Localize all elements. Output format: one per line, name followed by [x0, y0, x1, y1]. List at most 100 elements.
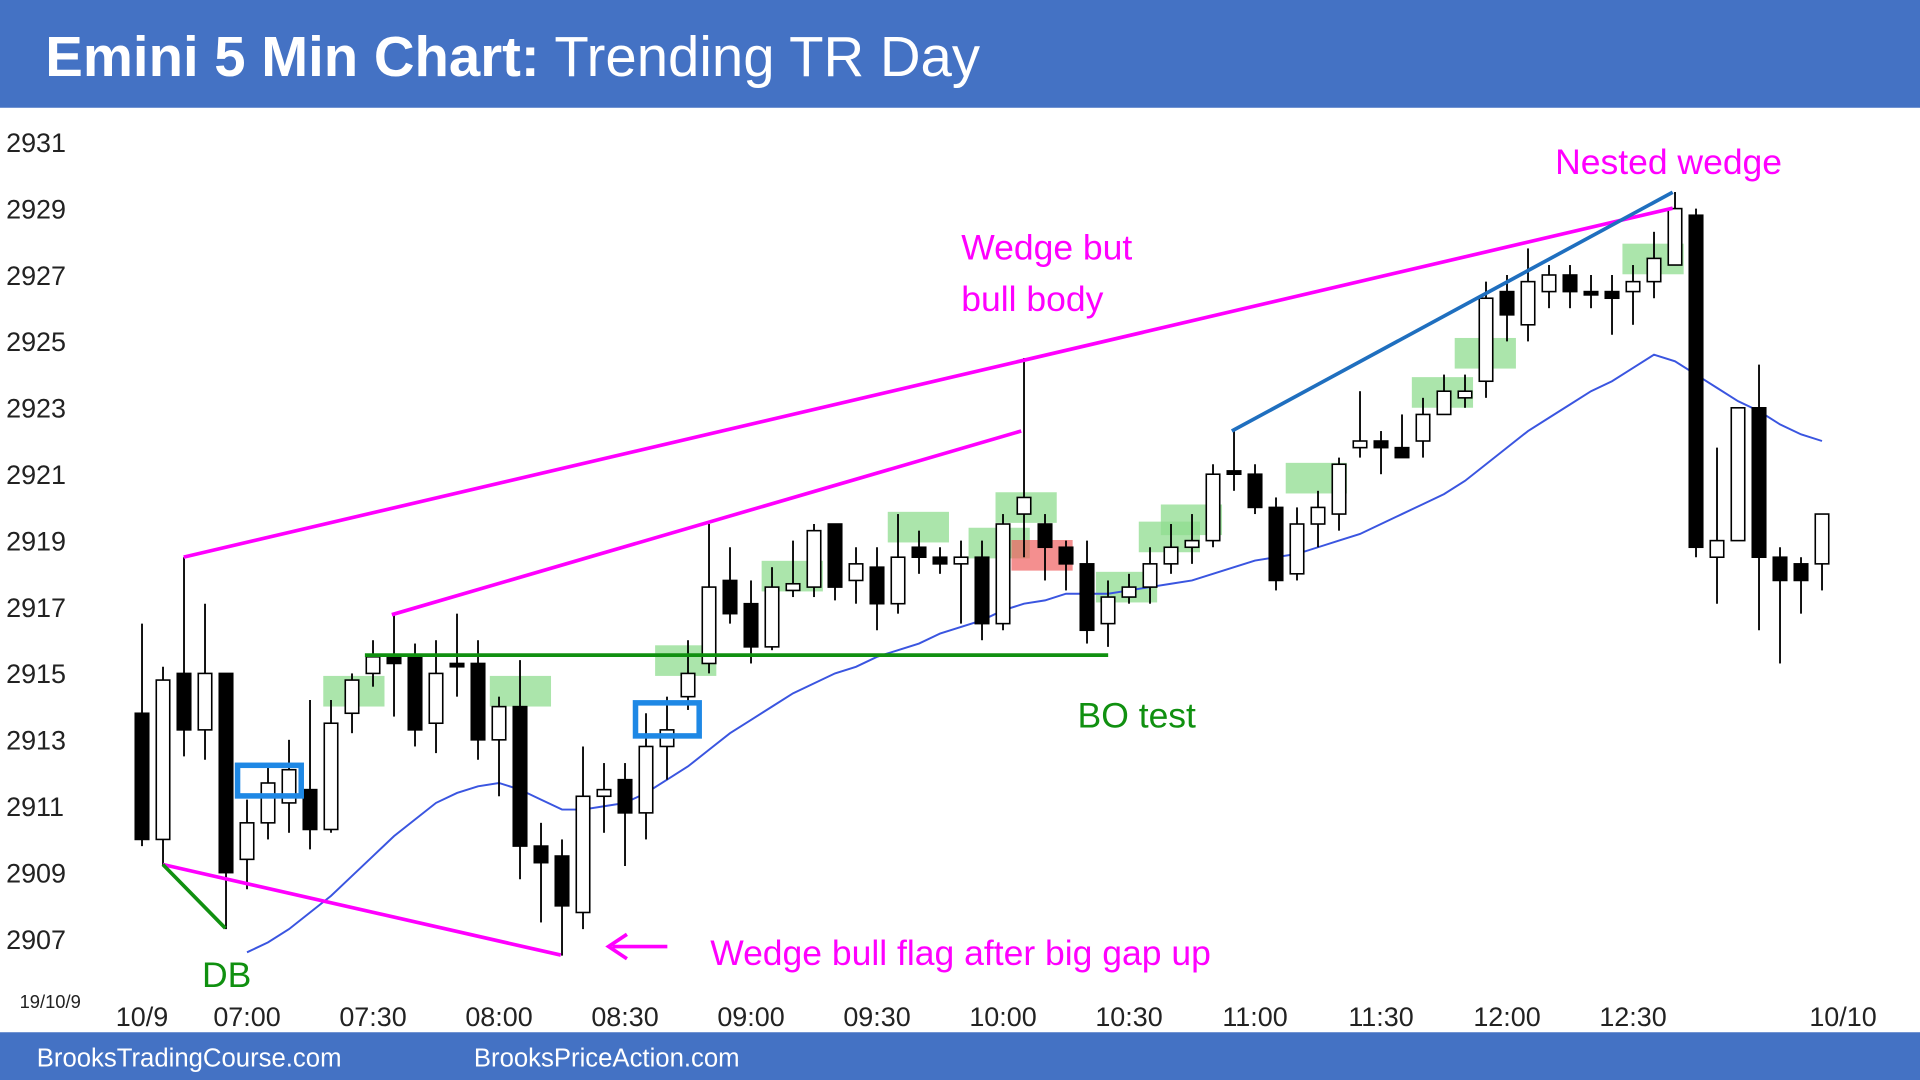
x-tick-label: 09:30 [843, 1002, 910, 1032]
candle-body [1037, 523, 1053, 549]
wedge-line [391, 429, 1022, 617]
candle-body [1499, 290, 1515, 316]
candle-body [1688, 214, 1704, 549]
x-tick-label: 07:00 [213, 1002, 280, 1032]
y-tick-label: 2915 [6, 659, 66, 689]
candle-body [575, 795, 591, 914]
candle-body [533, 845, 549, 864]
entry-box [234, 762, 304, 799]
candle-body [680, 672, 696, 698]
candle-body [1667, 207, 1683, 266]
footer-text: BrooksTradingCourse.com [37, 1045, 342, 1073]
candle-body [155, 679, 171, 841]
candle-body [1772, 556, 1788, 582]
footer-text: BrooksPriceAction.com [474, 1045, 740, 1073]
candle-body [1163, 546, 1179, 565]
annotation: bull body [961, 279, 1103, 319]
candle-body [239, 822, 255, 861]
candle-body [1058, 546, 1074, 565]
trend-lines [161, 190, 1674, 961]
candle-body [1142, 563, 1158, 588]
candle-body [890, 556, 906, 605]
candle-body [1436, 390, 1452, 416]
channel-line [1230, 190, 1674, 433]
x-tick-label: 11:00 [1222, 1002, 1287, 1032]
y-tick-label: 2909 [6, 858, 66, 888]
y-tick-label: 2911 [6, 792, 64, 822]
candle-body [995, 523, 1011, 625]
candle-body [302, 788, 318, 831]
candle-body [1310, 506, 1326, 525]
annotation: Wedge but [961, 228, 1132, 268]
candle-body [911, 546, 927, 559]
y-tick-label: 2929 [6, 194, 66, 224]
annotation: BO test [1078, 695, 1197, 735]
candle-body [596, 788, 612, 798]
title: Emini 5 Min Chart: [45, 25, 539, 88]
candle-body [1625, 280, 1641, 293]
candle-body [1583, 290, 1599, 296]
annotation: DB [202, 955, 251, 995]
candle-body [1079, 563, 1095, 632]
candle-body [1457, 390, 1473, 399]
y-tick-label: 2913 [6, 726, 66, 756]
candle-body [512, 705, 528, 847]
candle-body [1184, 539, 1200, 549]
y-tick-label: 2923 [6, 394, 66, 424]
candle-body [1016, 496, 1032, 515]
y-tick-label: 2925 [6, 327, 66, 357]
candle-body [1751, 407, 1767, 559]
date-stamp: 19/10/9 [20, 991, 81, 1012]
candle-body [953, 556, 969, 565]
x-tick-label: 08:00 [465, 1002, 532, 1032]
candle-body [1268, 506, 1284, 582]
candle-body [1415, 413, 1431, 442]
candle-body [1205, 473, 1221, 542]
candle-body [1121, 586, 1137, 598]
candle-body [197, 672, 213, 731]
db-line [161, 863, 227, 930]
candle-body [323, 722, 339, 831]
x-tick-label: 10:00 [969, 1002, 1036, 1032]
x-tick-label: 07:30 [339, 1002, 406, 1032]
plot: 2907 2909 2911 2913 2915 2917 2919 2921 2923 2925… [6, 128, 1877, 1032]
x-tick-label: 12:30 [1599, 1002, 1666, 1032]
candle-body [1793, 563, 1809, 582]
candle-body [1331, 463, 1347, 515]
candle-body [848, 563, 864, 582]
candle-body [407, 656, 423, 731]
candle-body [365, 656, 381, 675]
candle-body [701, 586, 717, 665]
y-tick-label: 2907 [6, 925, 66, 955]
x-tick-label: 10:30 [1095, 1002, 1162, 1032]
entry-box [632, 700, 702, 739]
x-tick-label: 12:00 [1473, 1002, 1540, 1032]
candle-body [470, 662, 486, 741]
header-bar [0, 0, 1920, 108]
y-tick-label: 2921 [6, 460, 66, 490]
candle-body [1520, 280, 1536, 326]
candle-body [386, 656, 402, 665]
candle-body [134, 712, 150, 841]
candle-body [1352, 440, 1368, 449]
arrow-head [605, 932, 628, 961]
y-tick-label: 2931 [6, 128, 66, 158]
candle-body [491, 705, 507, 741]
candle-body [1541, 274, 1557, 293]
candle-body [1100, 596, 1116, 625]
candle-body [1373, 440, 1389, 449]
candle-body [260, 782, 276, 824]
candle-body [449, 662, 465, 668]
x-tick-label: 09:00 [717, 1002, 784, 1032]
candle-body [722, 579, 738, 615]
footer-bar [0, 1032, 1920, 1080]
candle-body [1709, 539, 1725, 559]
candle-body [827, 523, 843, 588]
y-tick-label: 2917 [6, 593, 66, 623]
candle-body [344, 679, 360, 715]
candle-body [1730, 407, 1746, 542]
ema-line [246, 353, 1823, 954]
candle-body [176, 672, 192, 731]
candle-body [869, 566, 885, 605]
